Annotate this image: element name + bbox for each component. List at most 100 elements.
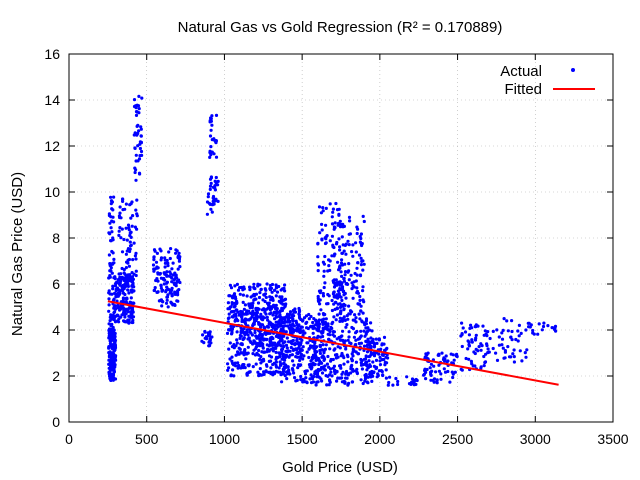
data-point bbox=[359, 304, 363, 308]
data-point bbox=[338, 280, 342, 284]
data-point bbox=[340, 251, 344, 255]
data-point bbox=[342, 307, 346, 311]
data-point bbox=[257, 315, 261, 319]
grid bbox=[69, 54, 613, 422]
data-point bbox=[166, 305, 170, 309]
data-point bbox=[159, 286, 163, 290]
data-point bbox=[337, 212, 341, 216]
data-point bbox=[343, 291, 347, 296]
data-point bbox=[107, 336, 111, 340]
data-point bbox=[359, 236, 363, 241]
data-point bbox=[323, 241, 328, 246]
data-point bbox=[177, 259, 181, 263]
data-point bbox=[341, 329, 345, 333]
data-point bbox=[371, 337, 375, 341]
data-point bbox=[464, 356, 468, 361]
data-point bbox=[356, 337, 360, 341]
data-point bbox=[322, 274, 326, 278]
data-point bbox=[359, 232, 363, 236]
data-point bbox=[283, 289, 287, 293]
data-point bbox=[136, 131, 140, 136]
data-point bbox=[326, 302, 330, 306]
data-point bbox=[305, 350, 309, 354]
data-point bbox=[357, 341, 361, 346]
data-point bbox=[319, 367, 323, 371]
data-point bbox=[167, 274, 171, 278]
data-point bbox=[262, 370, 266, 374]
data-point bbox=[165, 281, 169, 285]
data-point bbox=[254, 345, 258, 349]
data-point bbox=[344, 325, 348, 329]
data-point bbox=[173, 292, 177, 296]
data-point bbox=[129, 311, 133, 315]
data-point bbox=[485, 334, 489, 338]
data-point bbox=[350, 357, 354, 361]
data-point bbox=[305, 341, 309, 345]
data-point bbox=[252, 298, 256, 302]
data-point bbox=[238, 347, 242, 351]
data-point bbox=[230, 355, 234, 359]
data-point bbox=[128, 244, 133, 248]
data-point bbox=[500, 337, 505, 341]
data-point bbox=[120, 266, 124, 271]
data-point bbox=[111, 284, 115, 288]
data-point bbox=[126, 288, 130, 292]
data-point bbox=[459, 334, 463, 338]
data-point bbox=[120, 288, 124, 292]
data-point bbox=[437, 369, 441, 373]
data-point bbox=[265, 282, 269, 286]
data-point bbox=[280, 320, 284, 324]
data-point bbox=[322, 269, 326, 273]
data-point bbox=[133, 254, 137, 258]
data-point bbox=[235, 308, 239, 312]
data-point bbox=[293, 376, 297, 380]
data-point bbox=[242, 336, 246, 340]
data-point bbox=[108, 374, 112, 378]
data-point bbox=[460, 321, 464, 325]
data-point bbox=[134, 153, 138, 157]
data-point bbox=[129, 216, 133, 220]
data-point bbox=[346, 239, 350, 243]
data-point bbox=[156, 290, 160, 294]
data-point bbox=[333, 353, 338, 357]
data-point bbox=[126, 320, 130, 324]
data-point bbox=[363, 377, 368, 381]
data-point bbox=[165, 270, 169, 274]
data-point bbox=[137, 107, 141, 111]
data-point bbox=[428, 366, 432, 370]
data-point bbox=[324, 237, 328, 241]
data-point bbox=[296, 324, 301, 328]
data-point bbox=[361, 259, 365, 263]
data-point bbox=[135, 212, 139, 216]
data-point bbox=[466, 347, 470, 351]
data-point bbox=[320, 379, 324, 383]
data-point bbox=[355, 266, 359, 270]
data-point bbox=[318, 344, 322, 348]
data-point bbox=[123, 276, 127, 280]
data-point bbox=[232, 374, 236, 378]
data-point bbox=[178, 265, 182, 269]
data-point bbox=[235, 301, 239, 305]
data-point bbox=[159, 256, 164, 260]
data-point bbox=[288, 319, 292, 324]
data-point bbox=[450, 361, 454, 365]
data-point bbox=[338, 245, 342, 249]
data-point bbox=[332, 295, 336, 299]
data-point bbox=[524, 328, 528, 332]
data-point bbox=[313, 356, 317, 360]
data-point bbox=[282, 344, 286, 349]
data-point bbox=[354, 369, 358, 373]
data-point bbox=[120, 250, 125, 254]
data-point bbox=[253, 287, 257, 291]
data-point bbox=[251, 365, 255, 369]
data-point bbox=[480, 344, 484, 348]
data-point bbox=[374, 358, 379, 362]
data-point bbox=[347, 243, 351, 247]
data-point bbox=[137, 111, 141, 115]
data-point bbox=[111, 332, 115, 336]
data-point bbox=[431, 378, 435, 382]
data-point bbox=[112, 195, 116, 199]
data-point bbox=[326, 354, 330, 359]
data-point bbox=[156, 272, 160, 276]
data-point bbox=[237, 363, 241, 368]
